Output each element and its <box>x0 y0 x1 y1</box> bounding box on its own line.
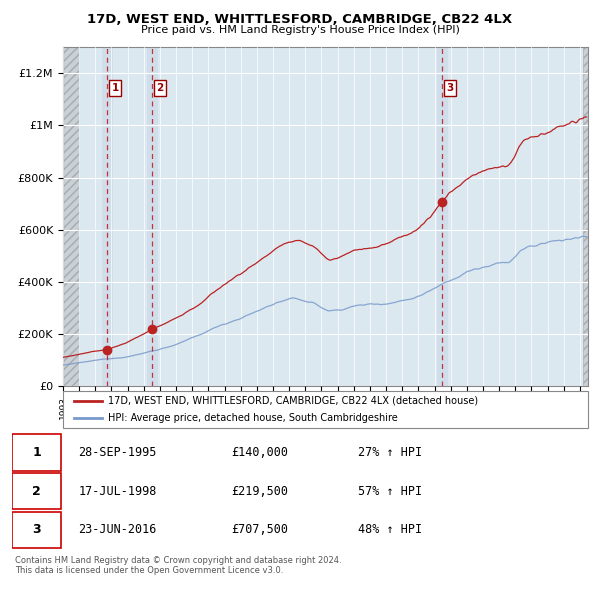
Bar <box>102 47 113 386</box>
Text: 28-SEP-1995: 28-SEP-1995 <box>78 446 157 459</box>
Text: £219,500: £219,500 <box>231 484 288 498</box>
Text: 17-JUL-1998: 17-JUL-1998 <box>78 484 157 498</box>
FancyBboxPatch shape <box>12 512 61 548</box>
Text: 2: 2 <box>157 83 164 93</box>
Bar <box>147 47 158 386</box>
Text: Price paid vs. HM Land Registry's House Price Index (HPI): Price paid vs. HM Land Registry's House … <box>140 25 460 35</box>
Text: 57% ↑ HPI: 57% ↑ HPI <box>358 484 422 498</box>
Text: 23-JUN-2016: 23-JUN-2016 <box>78 523 157 536</box>
Text: 3: 3 <box>32 523 41 536</box>
Text: 3: 3 <box>446 83 454 93</box>
Text: 2: 2 <box>32 484 41 498</box>
Text: 1: 1 <box>32 446 41 459</box>
Text: 1: 1 <box>112 83 119 93</box>
FancyBboxPatch shape <box>12 473 61 509</box>
Text: 27% ↑ HPI: 27% ↑ HPI <box>358 446 422 459</box>
Bar <box>437 47 448 386</box>
Text: £707,500: £707,500 <box>231 523 288 536</box>
Text: £140,000: £140,000 <box>231 446 288 459</box>
Bar <box>583 47 588 386</box>
Text: This data is licensed under the Open Government Licence v3.0.: This data is licensed under the Open Gov… <box>15 566 283 575</box>
Text: 17D, WEST END, WHITTLESFORD, CAMBRIDGE, CB22 4LX (detached house): 17D, WEST END, WHITTLESFORD, CAMBRIDGE, … <box>107 396 478 406</box>
Bar <box>63 47 79 386</box>
Text: 17D, WEST END, WHITTLESFORD, CAMBRIDGE, CB22 4LX: 17D, WEST END, WHITTLESFORD, CAMBRIDGE, … <box>88 13 512 26</box>
Text: Contains HM Land Registry data © Crown copyright and database right 2024.: Contains HM Land Registry data © Crown c… <box>15 556 341 565</box>
Text: 48% ↑ HPI: 48% ↑ HPI <box>358 523 422 536</box>
FancyBboxPatch shape <box>12 434 61 471</box>
Text: HPI: Average price, detached house, South Cambridgeshire: HPI: Average price, detached house, Sout… <box>107 414 397 424</box>
